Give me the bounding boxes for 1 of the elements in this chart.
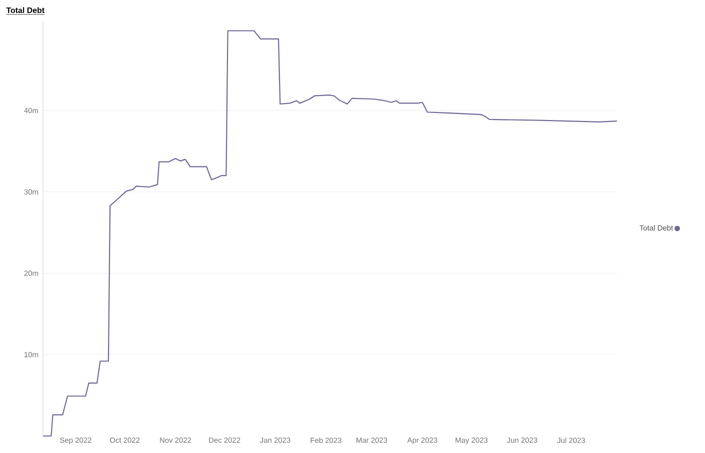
line-series <box>42 30 618 437</box>
